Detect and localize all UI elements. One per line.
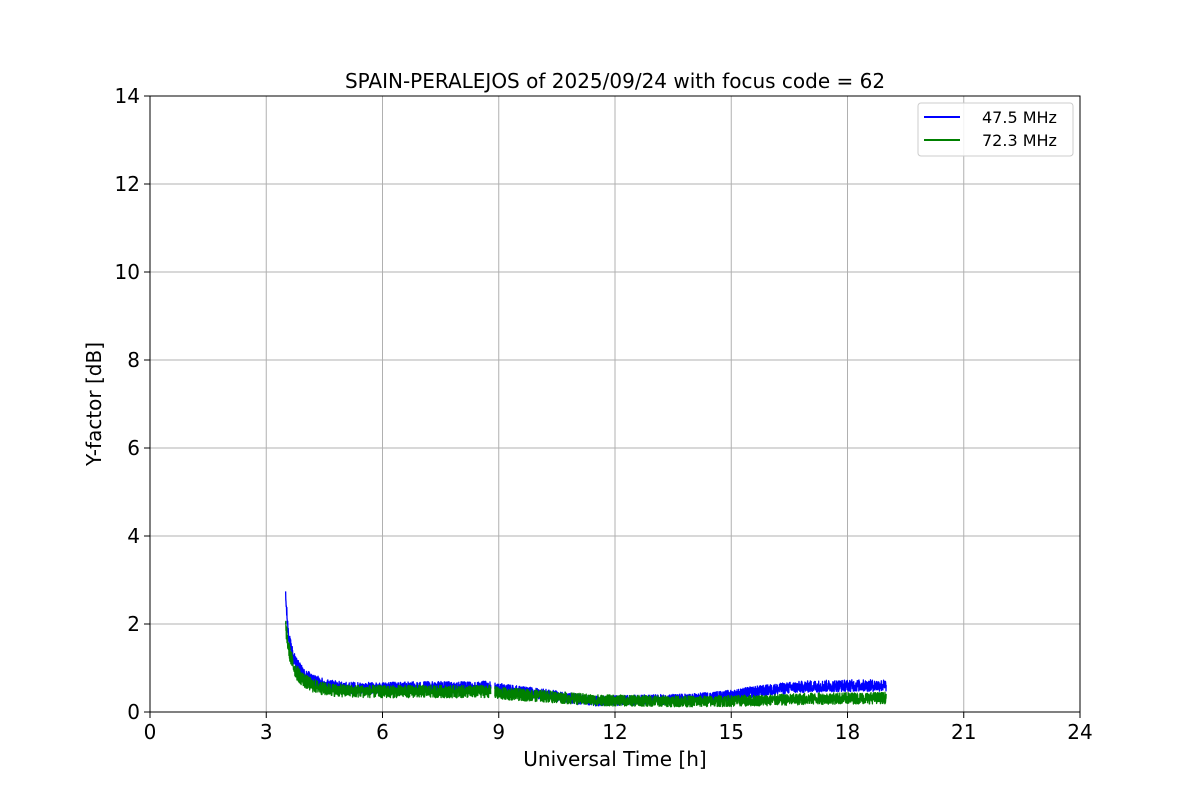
x-tick-label: 3 (260, 720, 273, 744)
x-tick-label: 15 (719, 720, 744, 744)
y-tick-label: 0 (127, 700, 140, 724)
x-tick-label: 21 (951, 720, 976, 744)
y-tick-label: 6 (127, 436, 140, 460)
y-tick-label: 10 (115, 260, 140, 284)
x-tick-label: 9 (492, 720, 505, 744)
series-72-3-mhz (284, 620, 887, 708)
x-tick-label: 6 (376, 720, 389, 744)
legend-label-47-5-mhz: 47.5 MHz (982, 108, 1057, 127)
legend-label-72-3-mhz: 72.3 MHz (982, 131, 1057, 150)
chart-title: SPAIN-PERALEJOS of 2025/09/24 with focus… (345, 69, 885, 93)
y-tick-label: 12 (115, 172, 140, 196)
y-tick-label: 14 (115, 84, 140, 108)
x-tick-label: 18 (835, 720, 860, 744)
plot-series (284, 591, 887, 708)
x-tick-label: 12 (602, 720, 627, 744)
legend: 47.5 MHz 72.3 MHz (917, 102, 1074, 157)
y-tick-label: 8 (127, 348, 140, 372)
y-tick-label: 2 (127, 612, 140, 636)
series-line-72-3-mhz (284, 620, 887, 708)
x-axis-label: Universal Time [h] (523, 747, 706, 771)
y-axis-label: Y-factor [dB] (82, 342, 106, 467)
x-tick-label: 0 (144, 720, 157, 744)
y-tick-label: 4 (127, 524, 140, 548)
grid (149, 95, 1081, 713)
x-tick-label: 24 (1067, 720, 1092, 744)
